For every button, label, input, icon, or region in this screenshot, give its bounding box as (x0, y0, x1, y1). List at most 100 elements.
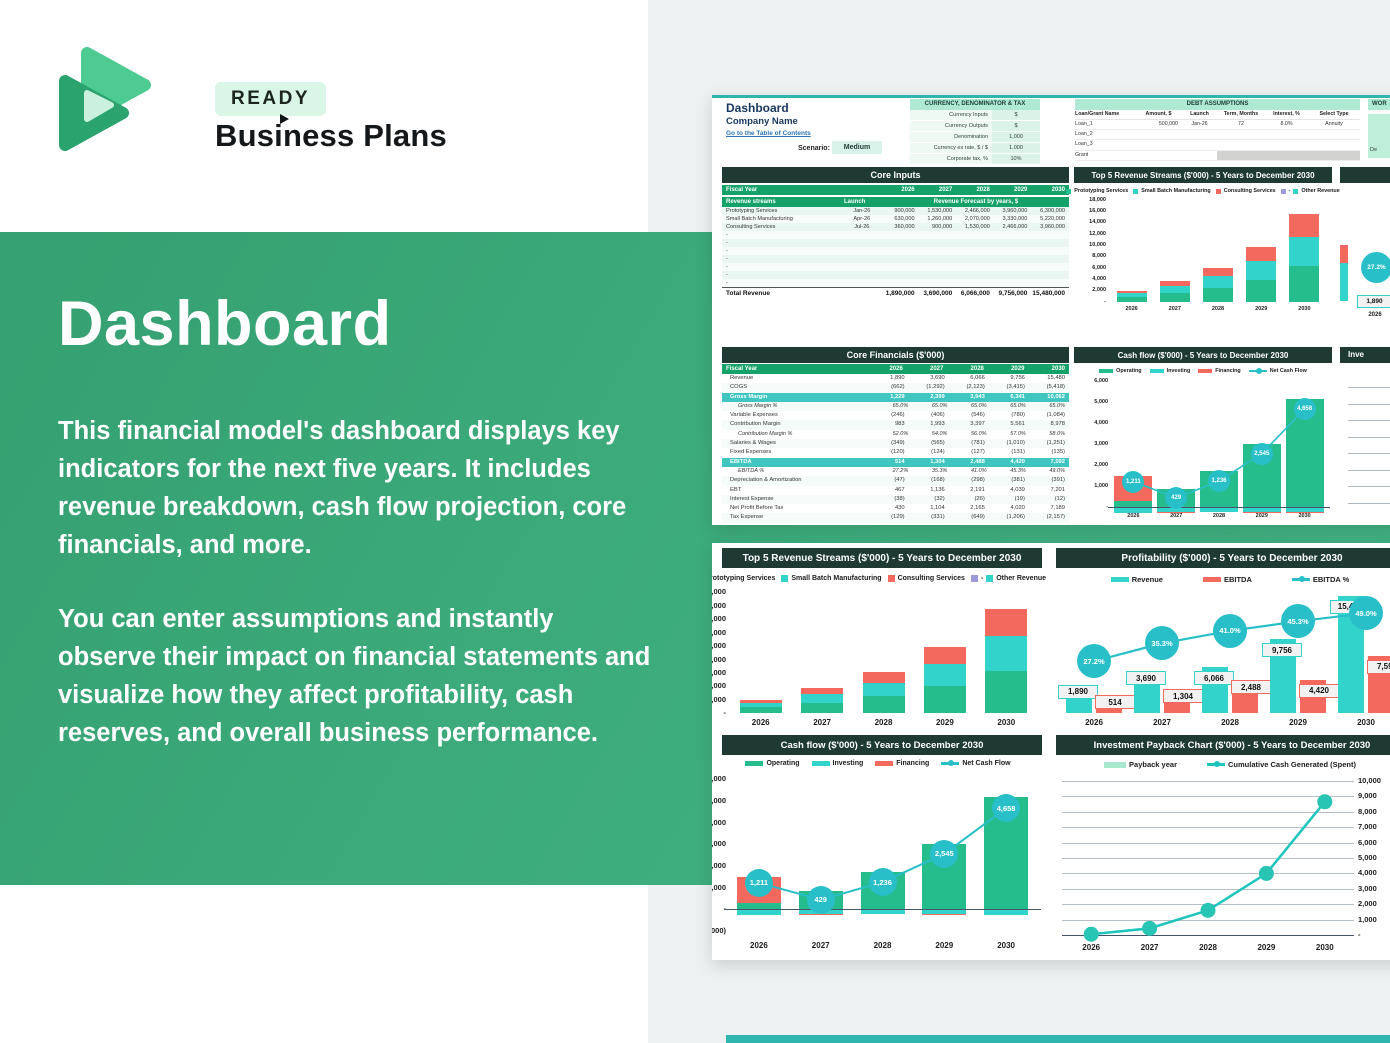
fiscal-year: 2029 (1011, 366, 1025, 372)
value-cell: 3,960,000 (1040, 224, 1065, 230)
table-cell (1182, 151, 1217, 160)
value-cell: 45.3% (1010, 467, 1026, 474)
y-tick-label: 4,000 (712, 817, 726, 827)
column-header: Loan/Grant Name (1075, 111, 1120, 117)
x-axis-label: 2030 (1315, 943, 1334, 952)
x-axis-label: 2026 (750, 941, 768, 950)
clipped-gridline (1348, 420, 1390, 421)
table-row: Currency Outputs $ (910, 121, 1040, 132)
legend-item: Revenue (1110, 575, 1163, 584)
value-cell: (3,415) (1006, 384, 1025, 391)
value-cell (994, 231, 1032, 239)
value-cell: 6,341 (1010, 393, 1025, 400)
bar-segment (1116, 293, 1147, 297)
legend-line-chip (1291, 576, 1310, 583)
value-cell: (1,292) (926, 384, 945, 391)
value-cell: 2,070,000 (964, 216, 990, 222)
table-row: - (722, 279, 1069, 287)
total-label: Total Revenue (726, 290, 770, 297)
ebitda-pct-point: 35.3% (1145, 626, 1179, 661)
y-tick-label: (1,000) (712, 926, 726, 936)
x-axis-label: 2028 (1212, 513, 1226, 519)
investing-bar (984, 909, 1029, 915)
revenue-bar (1134, 685, 1160, 713)
legend-chip (1110, 577, 1129, 582)
table-of-contents-link[interactable]: Go to the Table of Contents (726, 130, 811, 137)
gridline (1062, 827, 1354, 829)
value-cell: 2,488 (970, 458, 985, 465)
y-tick-label: 1,000 (1094, 482, 1108, 489)
ebitda-pct-point: 41.0% (1213, 613, 1247, 648)
fiscal-label: Fiscal Year (726, 366, 758, 372)
bar-segment (1203, 267, 1233, 277)
value-cell (956, 231, 994, 239)
operating-bar (1114, 500, 1153, 507)
value-cell: (32) (934, 495, 945, 502)
legend-chip (1066, 188, 1072, 194)
value-cell (994, 263, 1032, 271)
bar-segment (1116, 296, 1147, 302)
y-tick-label: 10,000 (712, 641, 726, 651)
legend-chip (1198, 369, 1213, 373)
y-tick-label: 5,000 (712, 796, 726, 806)
chart-section-header: Investment Payback Chart ($'000) - 5 Yea… (1056, 735, 1390, 755)
row-value: 10% (992, 154, 1040, 164)
row-label: Revenue (730, 375, 754, 381)
row-label: Gross Margin (730, 393, 768, 400)
revenue-value-label: 3,690 (1126, 671, 1166, 686)
legend-line-dot (1255, 367, 1262, 374)
legend-item: Investing (811, 760, 863, 767)
row-label: Depreciation & Amortization (730, 477, 802, 484)
legend-label: Consulting Services (897, 575, 965, 582)
table-row: Small Batch Manufacturing Apr-26 630,000 1,… (722, 215, 1069, 223)
table-row: Consulting Services Jul-26 360,000 900,000 1… (722, 223, 1069, 231)
table-row: Tax Expense (129) (331) (649) (1,206) (2,157) (722, 513, 1069, 523)
launch-cell (843, 255, 882, 263)
value-cell: (246) (891, 412, 905, 419)
table-row: Denomination 1,000 (910, 132, 1040, 143)
launch-cell (843, 263, 882, 271)
total-value: 9,756,000 (998, 290, 1028, 297)
column-header: Revenue Forecast by years, $ (933, 199, 1019, 205)
scenario-selector[interactable]: Medium (832, 141, 882, 154)
legend-label: EBITDA (1223, 575, 1252, 584)
total-value: 1,890,000 (885, 290, 915, 297)
revenue-stream-name: - (726, 232, 728, 238)
x-axis-label: 2030 (1357, 718, 1375, 727)
revenue-value-label: 1,890 (1058, 684, 1098, 699)
next-screenshot-edge (726, 1035, 1390, 1043)
launch-cell: Apr-26 (853, 216, 871, 222)
table-cell: Loan_2 (1075, 131, 1093, 138)
y-tick-label: 2,000 (1094, 461, 1108, 468)
table-cell (1135, 151, 1182, 160)
row-label: COGS (730, 384, 748, 391)
clipped-profitability-header (1340, 167, 1390, 183)
revenue-stream-name: - (726, 240, 728, 246)
chart-section-header: Profitability ($'000) - 5 Years to Decem… (1056, 548, 1390, 568)
table-row: Loan_3 (1075, 140, 1360, 151)
clipped-x-axis-label: 2026 (1368, 312, 1382, 318)
table-cell (1265, 130, 1308, 139)
value-cell: 9,756 (1010, 375, 1025, 381)
value-cell: (349) (891, 440, 905, 447)
x-axis-label: 2028 (1221, 718, 1239, 727)
clipped-gridline (1348, 502, 1390, 504)
legend-item: Financing (875, 760, 929, 767)
legend-item: Small Batch Manufacturing (781, 575, 882, 582)
fiscal-year-row: Fiscal Year 2026 2027 2028 2029 2030 (722, 364, 1069, 374)
revenue-stream-name: Prototyping Services (726, 208, 778, 214)
dashboard-screenshot-top: Dashboard Company Name Go to the Table o… (712, 95, 1390, 525)
bar-segment (985, 608, 1028, 636)
sheet-company-name: Company Name (726, 116, 798, 127)
x-axis-label: 2029 (1257, 943, 1276, 952)
legend-label: Financing (896, 760, 930, 767)
x-axis-label: 2029 (1255, 513, 1268, 519)
investing-bar (1157, 507, 1196, 512)
row-label: EBT (730, 486, 742, 493)
bar-segment (1116, 291, 1147, 294)
value-cell: 900,000 (932, 224, 953, 230)
fiscal-label: Fiscal Year (726, 187, 758, 193)
value-cell: (19) (1014, 495, 1025, 502)
y-tick-label: 8,000 (1092, 253, 1106, 260)
value-cell: (331) (931, 514, 945, 521)
